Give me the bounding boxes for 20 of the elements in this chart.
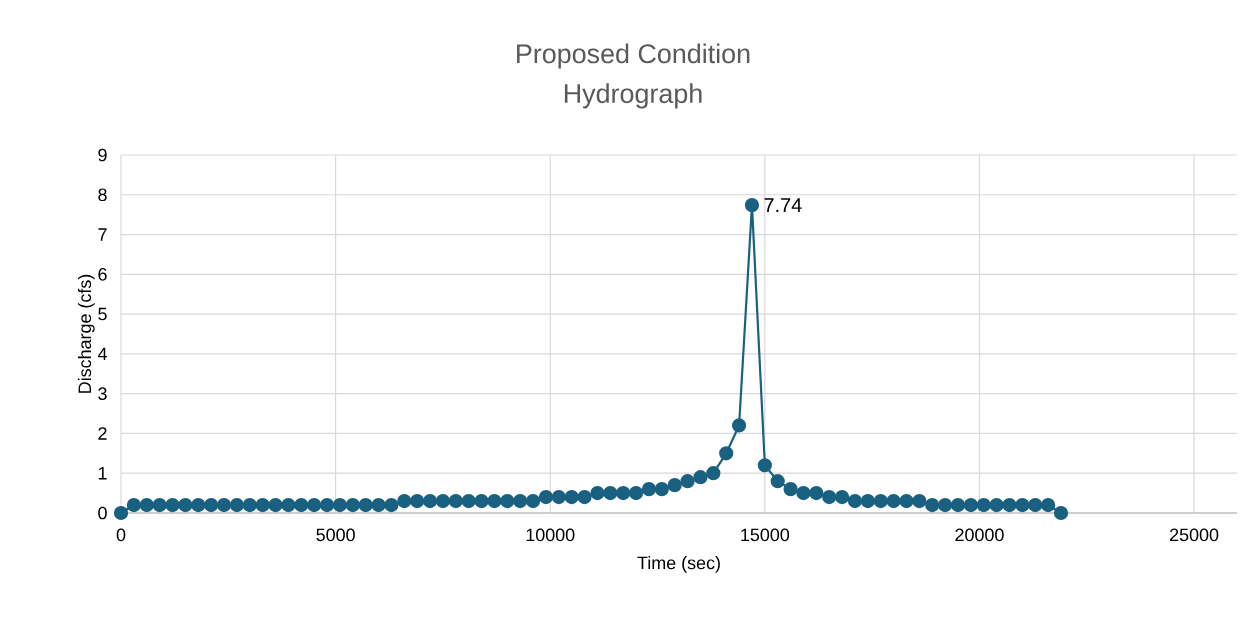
x-tick-label: 0 — [116, 528, 126, 542]
y-tick-label: 2 — [98, 427, 107, 440]
y-tick-label: 4 — [97, 347, 107, 361]
x-tick-label: 20000 — [955, 528, 1004, 542]
y-tick-label: 0 — [98, 506, 107, 520]
y-tick-label: 3 — [98, 387, 107, 400]
y-tick-label: 5 — [98, 307, 107, 321]
y-tick-label: 1 — [98, 467, 107, 480]
y-tick-label: 6 — [98, 267, 107, 281]
x-tick-label: 15000 — [741, 528, 790, 542]
y-axis-title: Discharge (cfs) — [77, 274, 95, 393]
y-tick-label: 9 — [98, 148, 107, 162]
x-axis-title: Time (sec) — [637, 556, 720, 573]
y-tick-label: 8 — [98, 188, 107, 202]
chart-title: Proposed Condition Hydrograph — [517, 43, 750, 109]
data-label: 7.74 — [764, 198, 802, 212]
x-tick-label: 10000 — [526, 528, 575, 542]
y-tick-label: 7 — [98, 228, 107, 241]
x-tick-label: 5000 — [316, 528, 355, 542]
x-tick-label: 25000 — [1170, 528, 1219, 542]
